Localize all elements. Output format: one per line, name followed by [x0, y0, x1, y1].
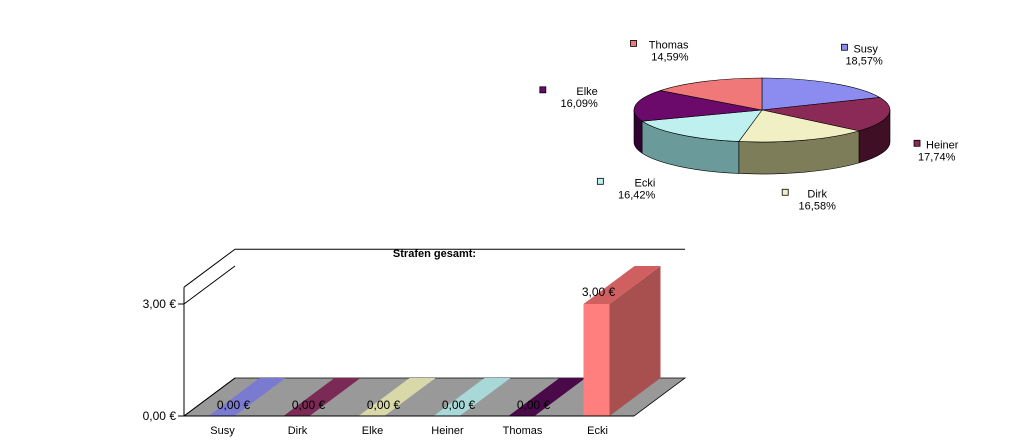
pie-slice-ecki [641, 109, 763, 142]
pie-label-heiner: Heiner [926, 139, 959, 151]
pie-percent-thomas: 14,59% [651, 51, 689, 63]
x-tick-label-heiner: Heiner [431, 425, 464, 437]
pie-legend-key-thomas [630, 40, 637, 47]
x-tick-label-thomas: Thomas [503, 425, 543, 437]
y-tick-label: 3,00 € [143, 297, 177, 311]
pie-label-ecki: Ecki [635, 177, 656, 189]
y-tick-diagonal [183, 265, 236, 305]
x-tick-label-susy: Susy [210, 425, 235, 437]
pie-sides [633, 109, 891, 175]
x-tick-label-elke: Elke [362, 425, 383, 437]
pie-percent-elke: 16,09% [561, 98, 599, 110]
bar-value-label-heiner: 0,00 € [442, 398, 476, 412]
pie-legend-key-heiner [913, 139, 921, 147]
pie-slices [633, 77, 891, 143]
y-tick-diagonal [183, 377, 236, 417]
pie-slice-thomas [660, 77, 763, 111]
pie-legend-key-elke [539, 86, 547, 94]
pie-percent-heiner: 17,74% [918, 151, 956, 163]
pie-label-susy: Susy [853, 43, 878, 55]
pie-label-thomas: Thomas [649, 39, 689, 51]
bar-susy [208, 378, 286, 416]
bar-value-label-thomas: 0,00 € [517, 398, 551, 412]
bar-frame-top [183, 248, 685, 288]
pie-slice-elke [633, 90, 763, 122]
bar-value-label-elke: 0,00 € [367, 398, 401, 412]
pie-legend-key-susy [841, 43, 848, 51]
bar-dirk [283, 378, 361, 416]
bar-elke [358, 378, 436, 416]
pie-slice-heiner [761, 97, 891, 132]
pie-percent-dirk: 16,58% [799, 200, 837, 212]
x-tick-label-ecki: Ecki [587, 425, 608, 437]
bar-chart-title: Strafen gesamt: [393, 248, 476, 260]
x-tick-label-dirk: Dirk [288, 425, 308, 437]
bar-value-label-susy: 0,00 € [217, 398, 251, 412]
pie-legend-key-dirk [781, 188, 789, 196]
bar-value-label-dirk: 0,00 € [292, 398, 326, 412]
pie-label-dirk: Dirk [807, 188, 827, 200]
pie-percent-ecki: 16,42% [618, 189, 656, 201]
bar-side-ecki [609, 266, 661, 416]
pie-slice-dirk [738, 109, 860, 143]
bar-top-ecki [583, 266, 661, 304]
y-tick-label: 0,00 € [143, 409, 177, 423]
bar-thomas [508, 378, 586, 416]
pie-legend-key-ecki [596, 177, 604, 185]
bar-value-label-ecki: 3,00 € [582, 285, 616, 299]
bar-chart: 0,00 € 3,00 € Strafen gesamt: 0,00 € Susy 0,0… [143, 248, 687, 437]
pie-label-elke: Elke [576, 86, 597, 98]
bar-ecki [583, 304, 610, 416]
pie-percent-susy: 18,57% [845, 55, 883, 67]
pie-slice-susy [761, 77, 881, 111]
bar-heiner [433, 378, 511, 416]
